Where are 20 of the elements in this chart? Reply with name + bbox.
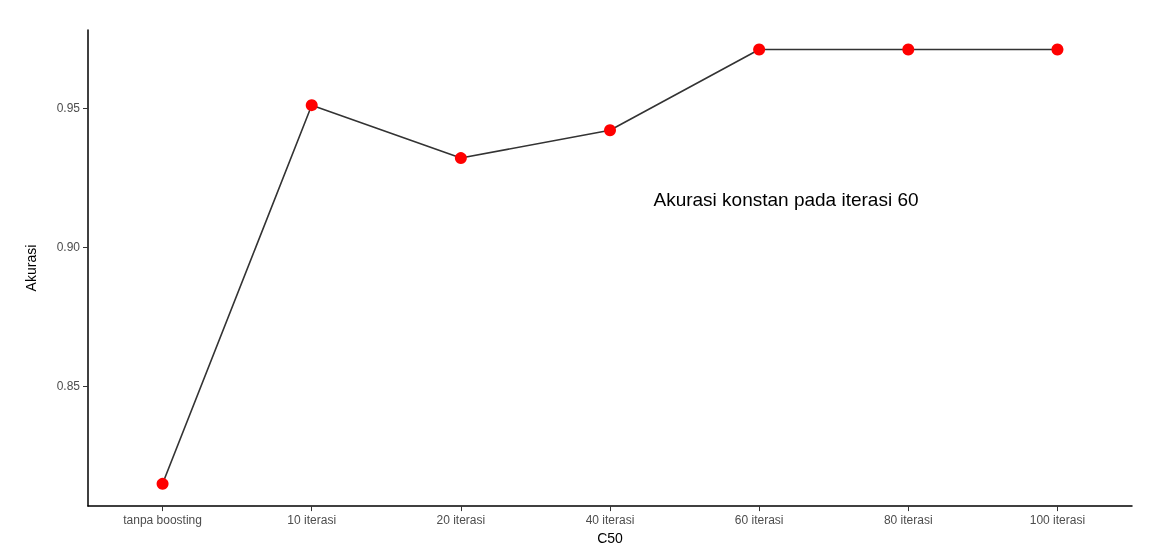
- point: [902, 43, 915, 56]
- x-axis-title: C50: [597, 530, 624, 546]
- point: [305, 99, 318, 112]
- point: [753, 43, 766, 56]
- x-tick-label: 10 iterasi: [287, 513, 337, 528]
- y-tick-label: 0.85: [56, 379, 81, 394]
- x-tick-label: 20 iterasi: [436, 513, 486, 528]
- point: [1051, 43, 1064, 56]
- point: [156, 477, 169, 490]
- x-tick-label: 100 iterasi: [1029, 513, 1086, 528]
- y-tick-label: 0.95: [56, 100, 81, 115]
- x-tick-label: 80 iterasi: [883, 513, 933, 528]
- y-axis-title: Akurasi: [23, 244, 39, 292]
- x-tick-label: 40 iterasi: [585, 513, 635, 528]
- point: [604, 124, 616, 137]
- annotation: Akurasi konstan pada iterasi 60: [653, 189, 919, 210]
- y-tick-label: 0.90: [56, 240, 81, 255]
- point: [454, 152, 467, 165]
- x-tick-label: 60 iterasi: [734, 513, 784, 528]
- x-tick-label: tanpa boosting: [123, 513, 202, 528]
